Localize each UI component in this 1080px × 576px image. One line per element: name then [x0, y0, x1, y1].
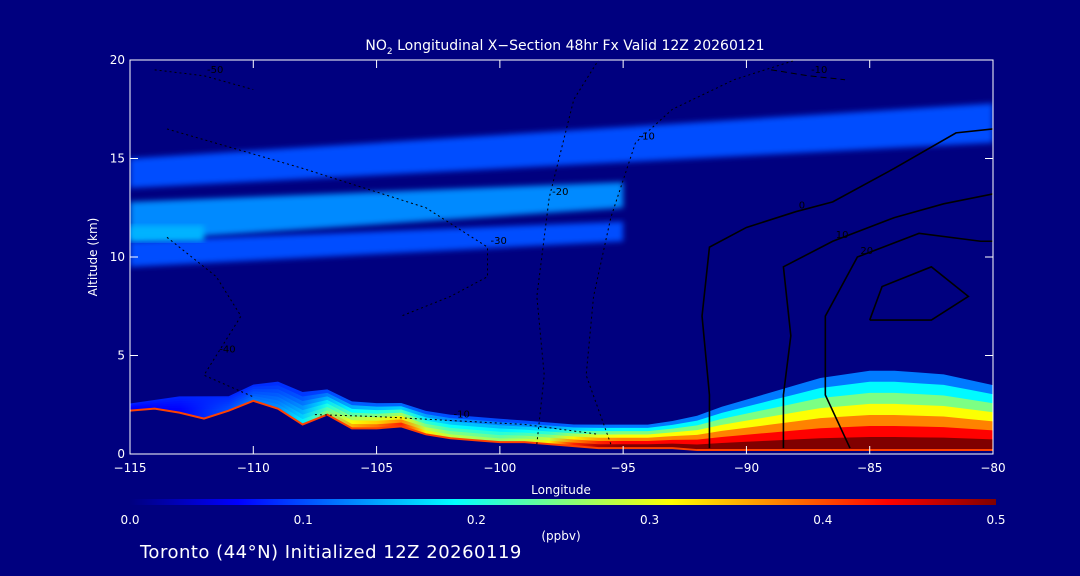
contour-2: [782, 193, 993, 449]
boundary-layer-shade-6: [130, 395, 993, 451]
x-tick-label-2: −110: [237, 461, 270, 475]
contour-label-6: -20: [552, 187, 568, 198]
x-tick-label-5: −95: [610, 461, 635, 475]
chart-title: NO2 Longitudinal X−Section 48hr Fx Valid…: [365, 38, 764, 57]
contour-5: [585, 60, 796, 445]
field-band-1: [130, 103, 993, 189]
contour-11: [314, 414, 599, 435]
x-axis: −115 −110 −105 −100 −95 −90 −85 −80: [114, 60, 1006, 475]
x-tick-label-4: −100: [483, 461, 516, 475]
contour-label-10: -10: [811, 65, 827, 76]
colorbar-tick-label-5: 0.4: [813, 513, 832, 527]
field-band-4: [130, 225, 204, 242]
y-tick-label-2: 5: [117, 349, 125, 363]
contour-label-5: -10: [638, 132, 654, 143]
colorbar-tick-label-1: 0.0: [120, 513, 139, 527]
contour-label-7: -30: [491, 236, 507, 247]
colorbar-tick-label-2: 0.1: [294, 513, 313, 527]
x-axis-label: Longitude: [531, 483, 591, 497]
field-band-2: [130, 182, 624, 242]
colorbar-unit-label: (ppbv): [541, 529, 580, 543]
y-axis-label: Altitude (km): [86, 218, 100, 297]
contour-1: [701, 128, 993, 449]
contour-4: [868, 265, 970, 321]
y-tick-label-3: 10: [110, 250, 125, 264]
x-tick-label-8: −80: [980, 461, 1005, 475]
no2-field: [130, 103, 993, 454]
contour-label-1: 0: [799, 201, 805, 212]
y-tick-label-1: 0: [117, 447, 125, 461]
contour-label-9: -50: [207, 65, 223, 76]
contour-10: [771, 69, 846, 81]
colorbar-ramp: [130, 499, 996, 505]
contour-label-8: -40: [219, 345, 235, 356]
colorbar-tick-label-3: 0.2: [467, 513, 486, 527]
colorbar: 0.0 0.1 0.2 0.3 0.4 0.5 (ppbv): [120, 499, 1006, 543]
x-tick-label-7: −85: [857, 461, 882, 475]
colorbar-tick-label-6: 0.5: [986, 513, 1005, 527]
terrain-mask: [130, 400, 993, 454]
x-tick-label-1: −115: [114, 461, 147, 475]
contour-9: [154, 69, 254, 91]
contour-7: [166, 128, 489, 317]
contour-3: [824, 232, 993, 449]
contour-lines: 0 10 20 -10 -20 -30 -40 -50 -10 -10: [154, 60, 993, 449]
footer-run-info: Toronto (44°N) Initialized 12Z 20260119: [140, 542, 522, 563]
y-axis: 0 5 10 15 20: [110, 53, 993, 461]
terrain-line: [130, 399, 993, 452]
field-band-3: [130, 221, 624, 267]
y-tick-label-5: 20: [110, 53, 125, 67]
contour-label-2: 10: [836, 230, 849, 241]
colorbar-tick-label-4: 0.3: [640, 513, 659, 527]
contour-label-3: 20: [860, 246, 873, 257]
contour-label-11: -10: [454, 410, 470, 421]
x-tick-label-6: −90: [734, 461, 759, 475]
x-tick-label-3: −105: [360, 461, 393, 475]
y-tick-label-4: 15: [110, 152, 125, 166]
